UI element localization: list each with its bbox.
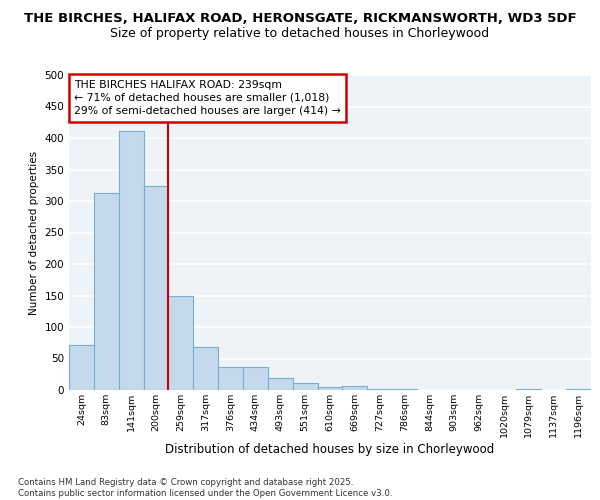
Bar [94, 194, 119, 390]
Y-axis label: Number of detached properties: Number of detached properties [29, 150, 39, 314]
Bar [169, 296, 193, 390]
Bar [218, 366, 243, 390]
Bar [119, 131, 143, 390]
Text: THE BIRCHES, HALIFAX ROAD, HERONSGATE, RICKMANSWORTH, WD3 5DF: THE BIRCHES, HALIFAX ROAD, HERONSGATE, R… [23, 12, 577, 26]
Bar [343, 386, 367, 390]
X-axis label: Distribution of detached houses by size in Chorleywood: Distribution of detached houses by size … [166, 442, 494, 456]
Text: Size of property relative to detached houses in Chorleywood: Size of property relative to detached ho… [110, 28, 490, 40]
Text: Contains HM Land Registry data © Crown copyright and database right 2025.
Contai: Contains HM Land Registry data © Crown c… [18, 478, 392, 498]
Bar [317, 387, 343, 390]
Bar [243, 366, 268, 390]
Bar [69, 344, 94, 390]
Bar [193, 346, 218, 390]
Bar [566, 388, 591, 390]
Bar [293, 383, 317, 390]
Text: THE BIRCHES HALIFAX ROAD: 239sqm
← 71% of detached houses are smaller (1,018)
29: THE BIRCHES HALIFAX ROAD: 239sqm ← 71% o… [74, 80, 341, 116]
Bar [367, 388, 392, 390]
Bar [268, 378, 293, 390]
Bar [143, 186, 169, 390]
